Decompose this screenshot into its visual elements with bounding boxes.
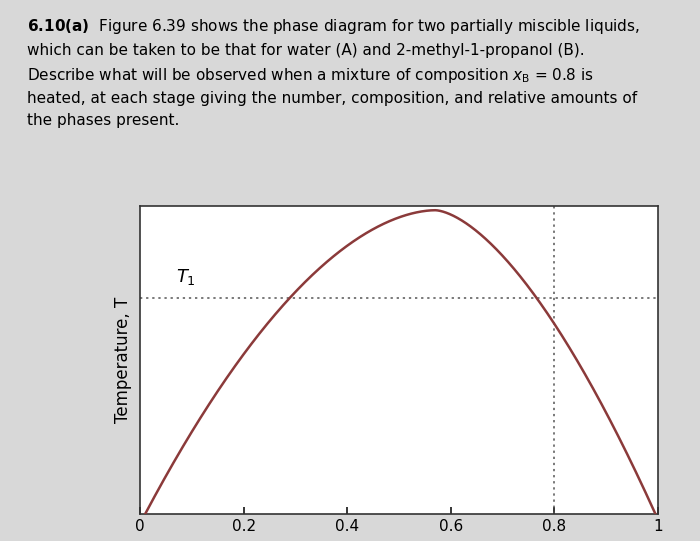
Text: $\mathbf{6.10(a)}$  Figure 6.39 shows the phase diagram for two partially miscib: $\mathbf{6.10(a)}$ Figure 6.39 shows the… — [27, 17, 640, 128]
Text: $T_1$: $T_1$ — [176, 267, 196, 287]
Y-axis label: Temperature, T: Temperature, T — [113, 296, 132, 423]
X-axis label: $X_B$: $X_B$ — [389, 539, 410, 541]
